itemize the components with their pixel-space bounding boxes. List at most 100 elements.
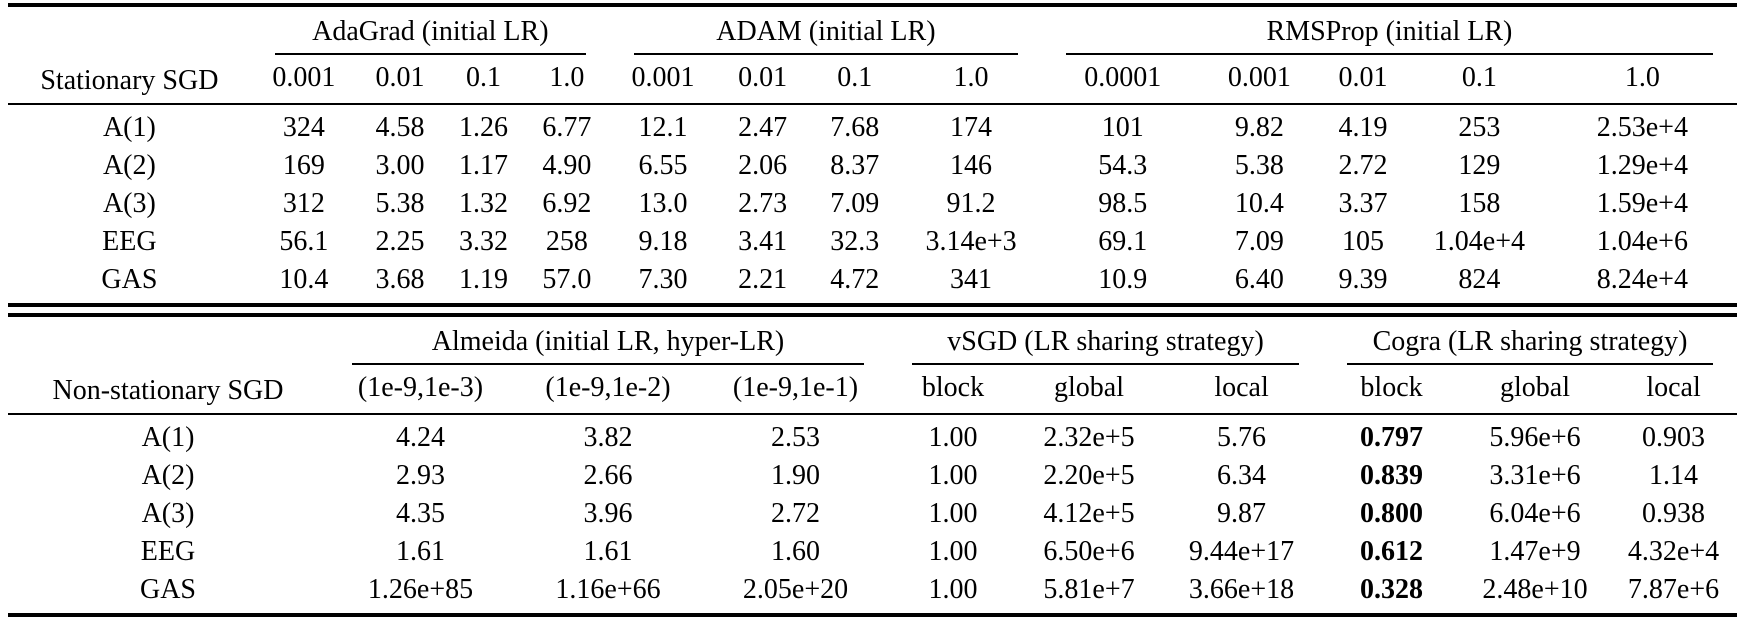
value-cell: 5.38	[1234, 150, 1284, 181]
value-cell: 146	[950, 150, 993, 181]
column-group-label: vSGD (LR sharing strategy)	[912, 326, 1300, 365]
value-cell: 5.96e+6	[1489, 422, 1581, 453]
value-cell: 5.81e+7	[1043, 574, 1135, 605]
value-cell: 4.12e+5	[1043, 498, 1135, 529]
row-label: GAS	[101, 264, 158, 295]
value-cell: 105	[1342, 226, 1385, 257]
value-cell: 1.26	[458, 112, 508, 143]
value-cell: 2.05e+20	[742, 574, 849, 605]
value-cell: 2.53	[771, 422, 820, 453]
value-cell: 312	[282, 188, 325, 219]
column-subheader: 0.01	[357, 55, 443, 105]
column-subheader: local	[1160, 365, 1324, 415]
column-subheader: block	[888, 365, 1019, 415]
value-cell: 2.72	[771, 498, 820, 529]
value-cell: 3.31e+6	[1489, 460, 1581, 491]
value-cell: 2.06	[738, 150, 788, 181]
value-cell: 4.58	[375, 112, 425, 143]
value-cell: 8.37	[830, 150, 880, 181]
row-label: A(2)	[102, 150, 156, 181]
value-cell: 0.328	[1360, 574, 1424, 605]
value-cell: 2.20e+5	[1043, 460, 1135, 491]
value-cell: 2.66	[583, 460, 633, 491]
value-cell: 91.2	[946, 188, 996, 219]
value-cell: 9.44e+17	[1188, 536, 1295, 567]
value-cell: 0.797	[1360, 422, 1424, 453]
value-cell: 57.0	[542, 264, 592, 295]
column-group-header: Cogra (LR sharing strategy)	[1323, 315, 1737, 365]
column-group-label: Almeida (initial LR, hyper-LR)	[352, 326, 865, 365]
value-cell: 1.61	[396, 536, 445, 567]
value-cell: 3.00	[375, 150, 425, 181]
value-cell: 1.61	[583, 536, 633, 567]
value-cell: 324	[282, 112, 325, 143]
value-cell: 4.35	[396, 498, 445, 529]
row-label: A(3)	[102, 188, 156, 219]
value-cell: 253	[1458, 112, 1501, 143]
column-group-header: Almeida (initial LR, hyper-LR)	[328, 315, 888, 365]
value-cell: 1.00	[928, 574, 978, 605]
value-cell: 98.5	[1098, 188, 1148, 219]
value-cell: 13.0	[638, 188, 688, 219]
value-cell: 0.938	[1642, 498, 1706, 529]
value-cell: 4.90	[542, 150, 592, 181]
value-cell: 2.93	[396, 460, 445, 491]
value-cell: 0.800	[1360, 498, 1424, 529]
column-subheader: 1.0	[523, 55, 610, 105]
column-group-header: ADAM (initial LR)	[610, 5, 1042, 55]
row-label: EEG	[102, 226, 157, 257]
column-group-label: ADAM (initial LR)	[633, 16, 1018, 55]
column-subheader: 1.0	[900, 55, 1042, 105]
value-cell: 169	[282, 150, 325, 181]
value-cell: 158	[1458, 188, 1501, 219]
column-subheader: block	[1323, 365, 1461, 415]
table-row: A(3) 312 5.38 1.32 6.92 13.0 2.73 7.09 91.2 98.5 1…	[8, 185, 1737, 223]
value-cell: 3.32	[458, 226, 508, 257]
value-cell: 6.34	[1217, 460, 1267, 491]
value-cell: 8.24e+4	[1596, 264, 1688, 295]
non-stationary-sgd-table: Non-stationary SGD Almeida (initial LR, h…	[8, 313, 1738, 617]
value-cell: 4.19	[1338, 112, 1388, 143]
value-cell: 1.32	[458, 188, 508, 219]
value-cell: 9.39	[1338, 264, 1388, 295]
value-cell: 1.00	[928, 536, 978, 567]
row-label: A(3)	[141, 498, 195, 529]
table-row: EEG 1.61 1.61 1.60 1.00 6.50e+6 9.44e+17 0.612 1…	[8, 533, 1737, 571]
column-group-header: AdaGrad (initial LR)	[251, 5, 610, 55]
value-cell: 1.04e+6	[1596, 226, 1688, 257]
column-subheader: 0.001	[1203, 55, 1315, 105]
value-cell: 6.92	[542, 188, 592, 219]
value-cell: 6.40	[1234, 264, 1284, 295]
value-cell: 3.41	[738, 226, 788, 257]
column-group-label: AdaGrad (initial LR)	[274, 16, 586, 55]
column-subheader: 0.01	[716, 55, 810, 105]
column-group-header: RMSProp (initial LR)	[1042, 5, 1737, 55]
column-subheader: 0.001	[250, 55, 358, 105]
value-cell: 2.72	[1338, 150, 1388, 181]
value-cell: 2.73	[738, 188, 788, 219]
value-cell: 2.32e+5	[1043, 422, 1135, 453]
value-cell: 4.24	[396, 422, 445, 453]
value-cell: 1.00	[928, 460, 978, 491]
column-subheader: global	[1460, 365, 1611, 415]
value-cell: 3.68	[375, 264, 425, 295]
value-cell: 10.4	[279, 264, 329, 295]
value-cell: 2.21	[738, 264, 788, 295]
value-cell: 174	[950, 112, 993, 143]
value-cell: 1.00	[928, 498, 978, 529]
value-cell: 1.26e+85	[367, 574, 474, 605]
value-cell: 3.14e+3	[925, 226, 1017, 257]
value-cell: 3.37	[1338, 188, 1388, 219]
value-cell: 1.04e+4	[1433, 226, 1525, 257]
value-cell: 2.47	[738, 112, 788, 143]
column-subheader: (1e-9,1e-1)	[703, 365, 889, 415]
table-row: A(3) 4.35 3.96 2.72 1.00 4.12e+5 9.87 0.800 6.04…	[8, 495, 1737, 533]
value-cell: 824	[1458, 264, 1501, 295]
value-cell: 9.82	[1234, 112, 1284, 143]
row-label: A(1)	[141, 422, 195, 453]
value-cell: 6.04e+6	[1489, 498, 1581, 529]
value-cell: 7.87e+6	[1627, 574, 1720, 605]
row-group-title: Non-stationary SGD	[8, 315, 328, 415]
value-cell: 5.76	[1217, 422, 1267, 453]
